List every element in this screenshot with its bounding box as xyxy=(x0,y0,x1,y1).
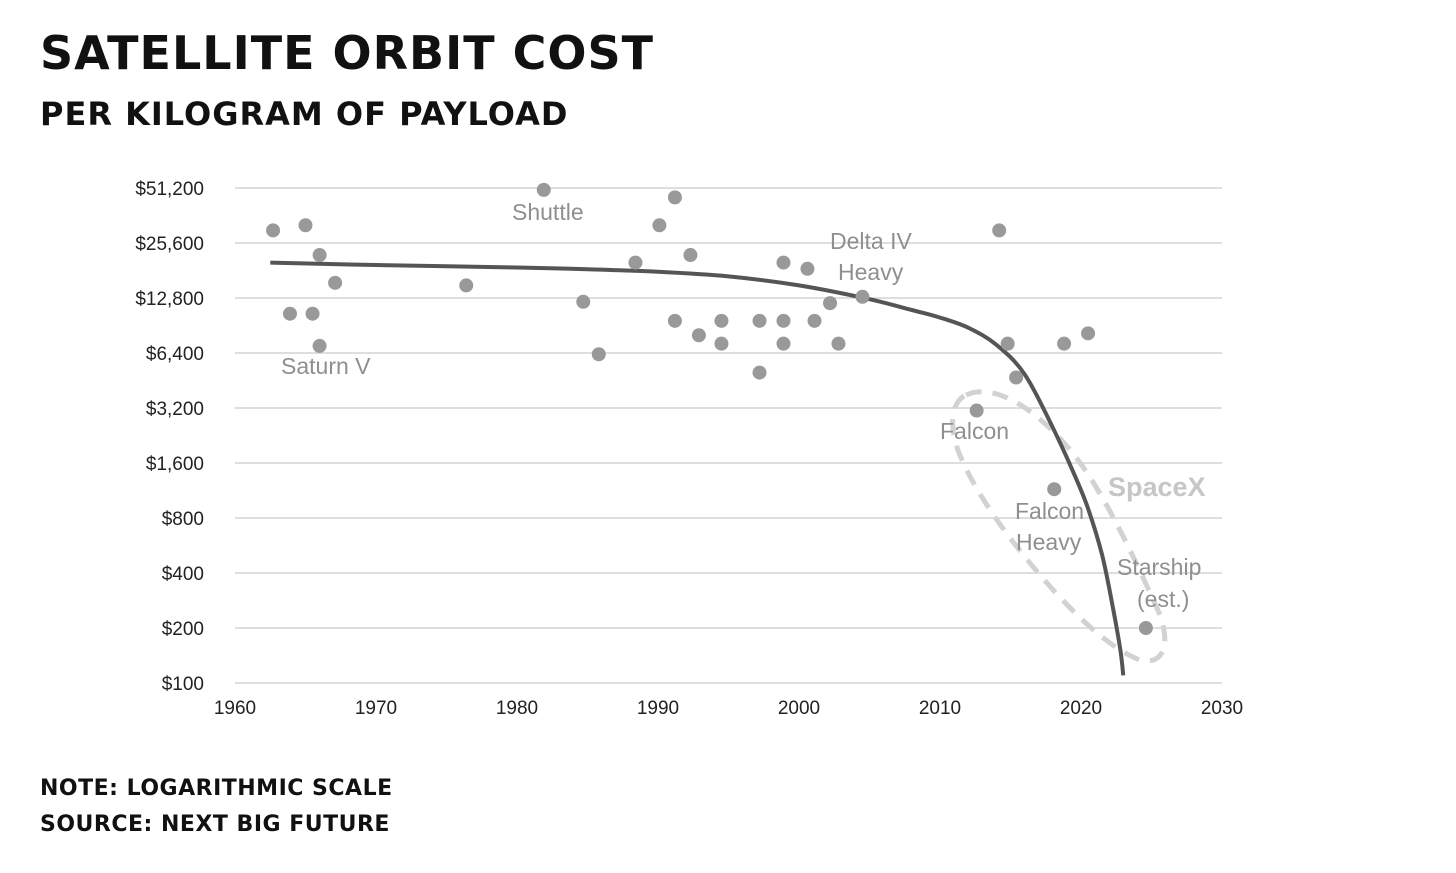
y-axis-ticks: $100 $200 $400 $800 $1,600 $3,200 $6,400 $12,80… xyxy=(135,179,204,695)
data-point xyxy=(855,289,870,304)
y-tick-label: $200 xyxy=(162,619,204,640)
data-point xyxy=(298,218,313,233)
data-point xyxy=(536,182,551,197)
x-tick-label: 1980 xyxy=(496,698,538,719)
data-point xyxy=(691,328,706,343)
data-point xyxy=(807,313,822,328)
data-point xyxy=(667,313,682,328)
label-starship: Starship xyxy=(1117,554,1201,580)
data-point xyxy=(459,278,474,293)
data-point xyxy=(1047,482,1062,497)
y-tick-label: $12,800 xyxy=(135,289,204,310)
y-tick-label: $25,600 xyxy=(135,234,204,255)
data-point xyxy=(1138,621,1153,635)
label-delta-iv-heavy: Heavy xyxy=(838,259,904,285)
data-points xyxy=(266,182,1153,635)
data-point xyxy=(969,403,984,418)
data-point xyxy=(312,338,327,353)
data-point xyxy=(266,223,281,238)
label-falcon: Falcon xyxy=(940,418,1009,444)
data-point xyxy=(683,248,698,263)
data-point xyxy=(831,336,846,351)
y-tick-label: $3,200 xyxy=(146,399,204,420)
y-tick-label: $800 xyxy=(162,509,204,530)
trend-line xyxy=(270,260,1126,676)
data-point xyxy=(776,313,791,328)
scale-note: Note: Logarithmic scale xyxy=(40,776,393,801)
x-tick-label: 2010 xyxy=(919,698,961,719)
x-tick-label: 1970 xyxy=(355,698,397,719)
label-spacex-group: SpaceX xyxy=(1108,472,1206,502)
y-tick-label: $400 xyxy=(162,564,204,585)
data-point xyxy=(714,313,729,328)
data-point xyxy=(776,336,791,351)
x-tick-label: 1960 xyxy=(214,698,256,719)
spacex-group-outline xyxy=(950,389,1168,664)
data-point xyxy=(752,313,767,328)
y-tick-label: $6,400 xyxy=(146,344,204,365)
chart-subtitle: Per kilogram of payload xyxy=(40,95,569,133)
x-tick-label: 2030 xyxy=(1201,698,1243,719)
data-point xyxy=(576,294,591,309)
y-tick-label: $1,600 xyxy=(146,454,204,475)
label-falcon-heavy-2: Heavy xyxy=(1016,529,1082,555)
x-tick-label: 2020 xyxy=(1060,698,1102,719)
y-tick-label: $51,200 xyxy=(135,179,204,200)
data-point xyxy=(667,190,682,205)
data-point xyxy=(628,255,643,270)
annotations: Saturn V Shuttle Delta IV Heavy Falcon F… xyxy=(281,199,1206,612)
x-axis-ticks: 1960 1970 1980 1990 2000 2010 2020 2030 xyxy=(214,698,1243,719)
data-point xyxy=(752,365,767,380)
data-point xyxy=(714,336,729,351)
data-point xyxy=(800,261,815,276)
x-tick-label: 2000 xyxy=(778,698,820,719)
label-saturn-v: Saturn V xyxy=(281,353,371,379)
source-note: Source: Next Big Future xyxy=(40,812,390,837)
x-tick-label: 1990 xyxy=(637,698,679,719)
data-point xyxy=(312,248,327,263)
data-point xyxy=(1000,336,1015,351)
data-point xyxy=(776,255,791,270)
label-starship-est: (est.) xyxy=(1137,586,1189,612)
label-shuttle: Shuttle xyxy=(512,199,584,225)
data-point xyxy=(823,296,838,311)
chart-title: Satellite Orbit Cost xyxy=(40,26,654,80)
y-tick-label: $100 xyxy=(162,674,204,695)
label-falcon-heavy-1: Falcon xyxy=(1015,498,1084,524)
data-point xyxy=(1081,326,1096,341)
data-point xyxy=(305,306,320,321)
gridlines xyxy=(235,187,1222,684)
data-point xyxy=(652,218,667,233)
data-point xyxy=(591,347,606,362)
data-point xyxy=(282,306,297,321)
data-point xyxy=(1057,336,1072,351)
label-delta-iv: Delta IV xyxy=(830,228,912,254)
data-point xyxy=(1009,370,1024,385)
data-point xyxy=(992,223,1007,238)
data-point xyxy=(328,275,343,290)
